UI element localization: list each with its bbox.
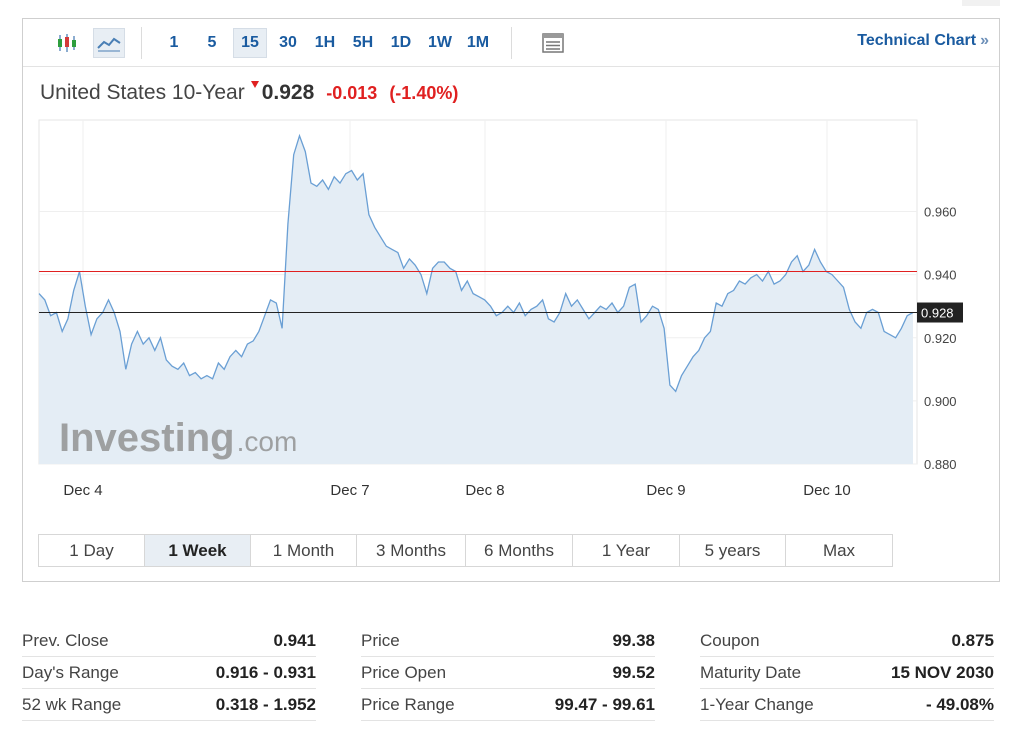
interval-5[interactable]: 5 [207, 34, 217, 51]
stat-value: 99.52 [612, 662, 655, 682]
price-change-percent: (-1.40%) [389, 83, 459, 103]
stat-value: 99.47 - 99.61 [554, 694, 655, 714]
toolbar-separator [141, 27, 142, 59]
stat-row-prev-close: Prev. Close 0.941 [22, 625, 316, 657]
candlestick-chart-icon[interactable] [51, 28, 83, 58]
price-chart[interactable]: Investing .com 0.880 0.900 0.920 0.940 0.960 0.… [23, 19, 999, 519]
x-tick-label: Dec 7 [330, 482, 369, 499]
stat-label: Coupon [700, 630, 760, 650]
stat-label: Prev. Close [22, 630, 109, 650]
stat-label: Price Range [361, 694, 455, 714]
stat-value: 0.318 - 1.952 [215, 694, 316, 714]
stat-value: 0.941 [273, 630, 316, 650]
quote-header: United States 10-Year 0.928 -0.013 (-1.40%) [40, 81, 458, 105]
toolbar-separator [511, 27, 512, 59]
interval-1[interactable]: 1 [169, 34, 179, 51]
stat-value: 0.875 [951, 630, 994, 650]
instrument-name: United States 10-Year [40, 81, 245, 104]
chart-toolbar: 1 5 15 30 1H 5H 1D 1W 1M Technical Chart… [23, 19, 999, 67]
y-tick-label: 0.940 [924, 268, 957, 283]
range-1-day[interactable]: 1 Day [39, 535, 145, 566]
stat-label: Maturity Date [700, 662, 802, 682]
range-selector: 1 Day 1 Week 1 Month 3 Months 6 Months 1… [38, 534, 893, 567]
interval-1m[interactable]: 1M [466, 34, 490, 51]
stat-label: 1-Year Change [700, 694, 814, 714]
stats-column-3: Coupon 0.875 Maturity Date 15 NOV 2030 1-Y… [700, 625, 994, 721]
stat-label: Price [361, 630, 400, 650]
technical-chart-link[interactable]: Technical Chart» [857, 32, 989, 50]
stat-label: 52 wk Range [22, 694, 122, 714]
stat-row-days-range: Day's Range 0.916 - 0.931 [22, 657, 316, 689]
last-price-label: 0.928 [921, 306, 954, 321]
range-1-week[interactable]: 1 Week [145, 535, 251, 566]
last-price-label-box [917, 302, 963, 323]
stat-row-1-year-change: 1-Year Change - 49.08% [700, 689, 994, 721]
stat-row-price-range: Price Range 99.47 - 99.61 [361, 689, 655, 721]
down-arrow-icon [250, 81, 259, 88]
range-1-year[interactable]: 1 Year [573, 535, 680, 566]
y-tick-label: 0.900 [924, 394, 957, 409]
interval-15[interactable]: 15 [233, 28, 267, 58]
stat-row-price: Price 99.38 [361, 625, 655, 657]
x-tick-label: Dec 4 [63, 482, 102, 499]
corner-tab [962, 0, 1000, 6]
series-area [39, 135, 913, 465]
stat-row-price-open: Price Open 99.52 [361, 657, 655, 689]
stat-value: 15 NOV 2030 [890, 662, 994, 682]
stat-row-maturity-date: Maturity Date 15 NOV 2030 [700, 657, 994, 689]
stat-label: Price Open [361, 662, 447, 682]
range-5-years[interactable]: 5 years [680, 535, 786, 566]
stats-column-2: Price 99.38 Price Open 99.52 Price Range 99… [361, 625, 655, 721]
stat-row-52wk-range: 52 wk Range 0.318 - 1.952 [22, 689, 316, 721]
y-tick-label: 0.880 [924, 457, 957, 472]
x-tick-label: Dec 10 [803, 482, 851, 499]
line-chart-icon[interactable] [93, 28, 125, 58]
investing-watermark: Investing [59, 416, 235, 460]
price-change: -0.013 [326, 83, 378, 103]
y-tick-label: 0.920 [924, 331, 957, 346]
last-price: 0.928 [261, 81, 315, 104]
series-line [38, 133, 914, 393]
stat-value: 0.916 - 0.931 [215, 662, 316, 682]
technical-chart-label: Technical Chart [857, 32, 977, 49]
data-table-icon[interactable] [537, 28, 569, 58]
interval-1w[interactable]: 1W [428, 34, 452, 51]
double-chevron-right-icon: » [980, 32, 989, 49]
range-3-months[interactable]: 3 Months [357, 535, 466, 566]
range-1-month[interactable]: 1 Month [251, 535, 357, 566]
stat-label: Day's Range [22, 662, 119, 682]
interval-1d[interactable]: 1D [390, 34, 412, 51]
stat-value: 99.38 [612, 630, 655, 650]
y-tick-label: 0.960 [924, 205, 957, 220]
x-tick-label: Dec 9 [646, 482, 685, 499]
chart-widget: 1 5 15 30 1H 5H 1D 1W 1M Technical Chart… [22, 18, 1000, 582]
stat-row-coupon: Coupon 0.875 [700, 625, 994, 657]
stat-value: - 49.08% [925, 694, 994, 714]
interval-1h[interactable]: 1H [314, 34, 336, 51]
interval-5h[interactable]: 5H [352, 34, 374, 51]
range-6-months[interactable]: 6 Months [466, 535, 573, 566]
stats-column-1: Prev. Close 0.941 Day's Range 0.916 - 0.93… [22, 625, 316, 721]
investing-watermark-suffix: .com [237, 426, 298, 457]
x-tick-label: Dec 8 [465, 482, 504, 499]
interval-30[interactable]: 30 [279, 34, 297, 51]
range-max[interactable]: Max [822, 541, 856, 560]
